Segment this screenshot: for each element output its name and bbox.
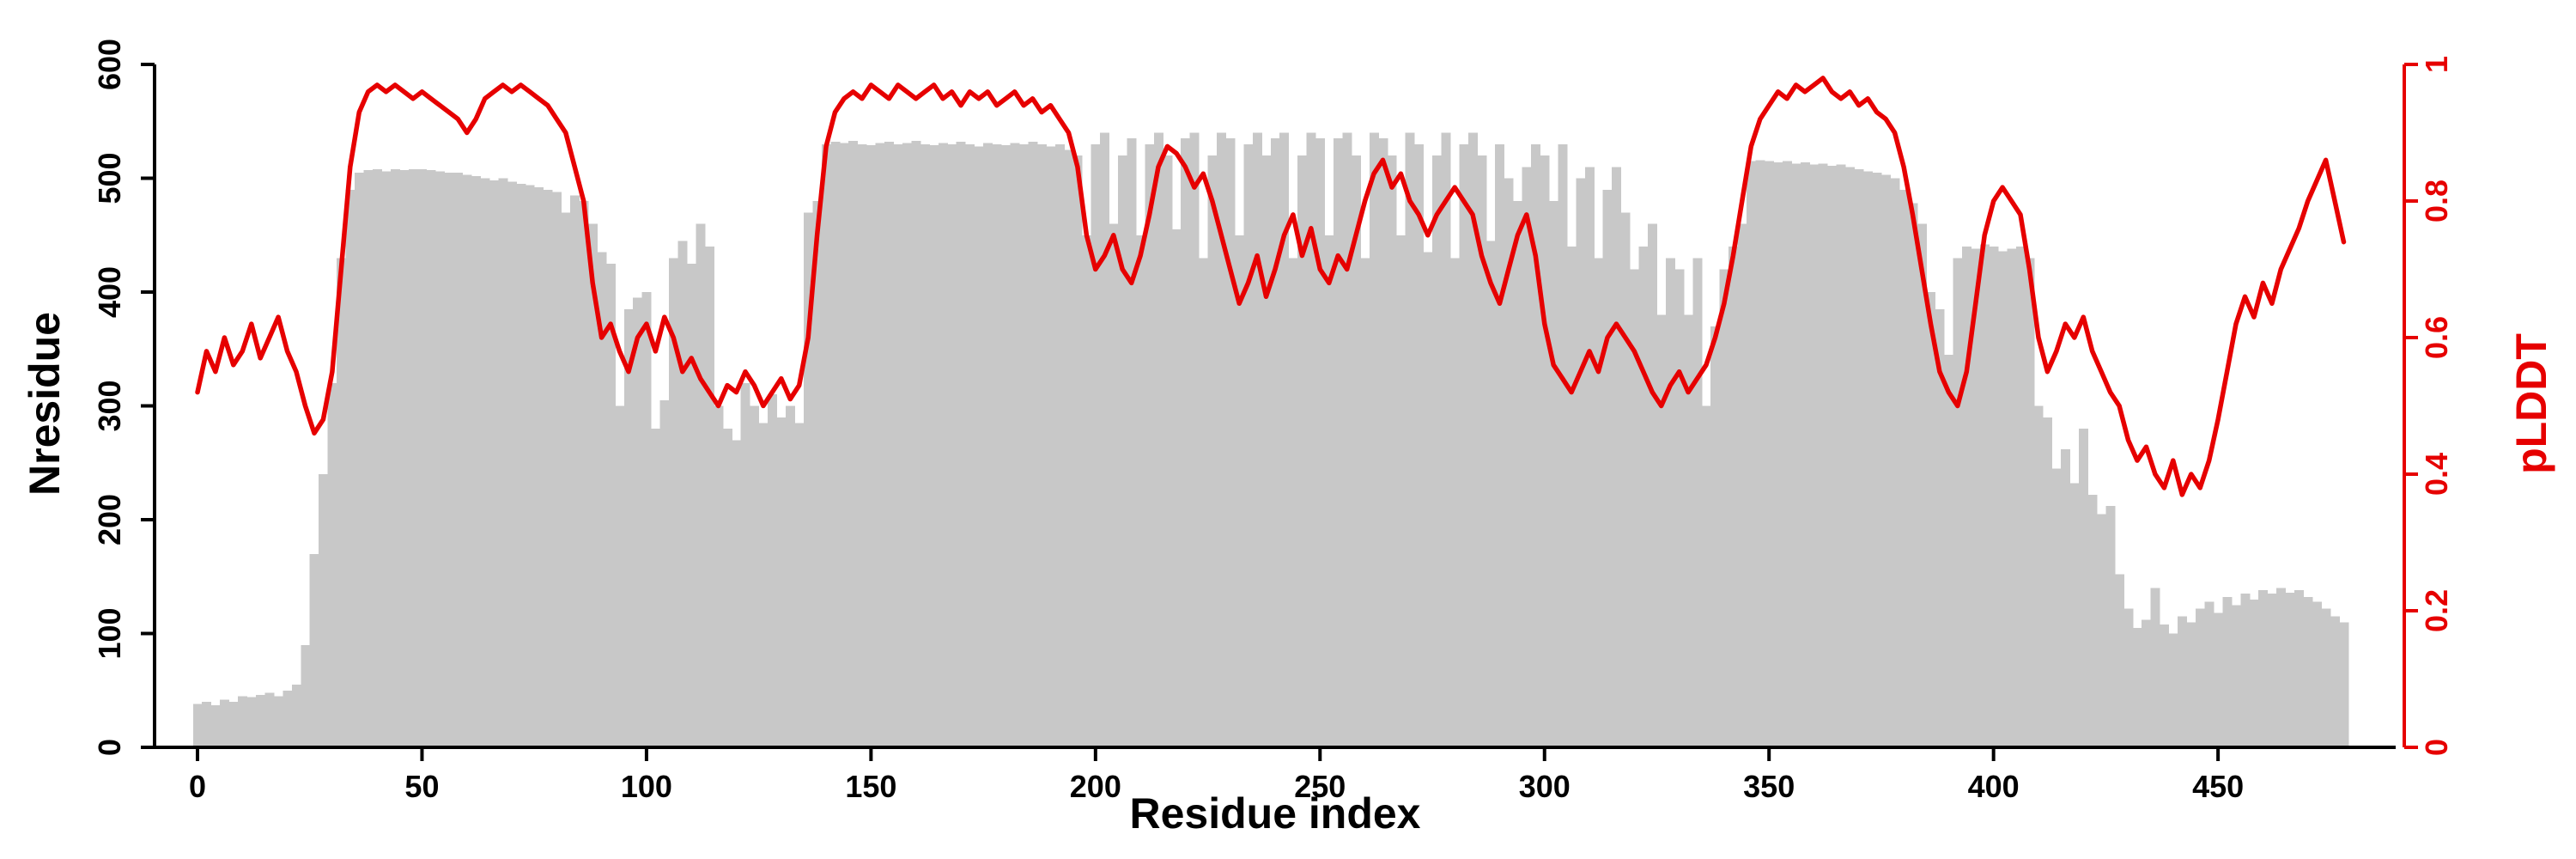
svg-text:300: 300 — [1519, 769, 1571, 804]
svg-text:400: 400 — [92, 266, 127, 318]
svg-text:0: 0 — [189, 769, 206, 804]
y-axis-label-left: Nresidue — [21, 312, 69, 496]
svg-text:500: 500 — [92, 152, 127, 204]
x-axis-label: Residue index — [1129, 789, 1421, 838]
svg-text:600: 600 — [92, 39, 127, 90]
svg-text:100: 100 — [621, 769, 672, 804]
svg-text:150: 150 — [845, 769, 896, 804]
svg-text:200: 200 — [92, 494, 127, 545]
svg-text:300: 300 — [92, 380, 127, 431]
svg-text:50: 50 — [404, 769, 439, 804]
svg-text:0.4: 0.4 — [2419, 453, 2454, 496]
svg-text:0.2: 0.2 — [2419, 589, 2454, 632]
svg-text:200: 200 — [1070, 769, 1121, 804]
svg-text:0.8: 0.8 — [2419, 180, 2454, 222]
y-axis-label-right: pLDDT — [2507, 333, 2555, 474]
svg-text:100: 100 — [92, 607, 127, 659]
svg-text:0: 0 — [2419, 739, 2454, 756]
svg-text:1: 1 — [2419, 56, 2454, 73]
svg-text:400: 400 — [1968, 769, 2020, 804]
svg-text:250: 250 — [1294, 769, 1346, 804]
svg-text:0.6: 0.6 — [2419, 316, 2454, 359]
svg-text:0: 0 — [92, 739, 127, 756]
svg-text:350: 350 — [1743, 769, 1795, 804]
svg-text:450: 450 — [2192, 769, 2244, 804]
